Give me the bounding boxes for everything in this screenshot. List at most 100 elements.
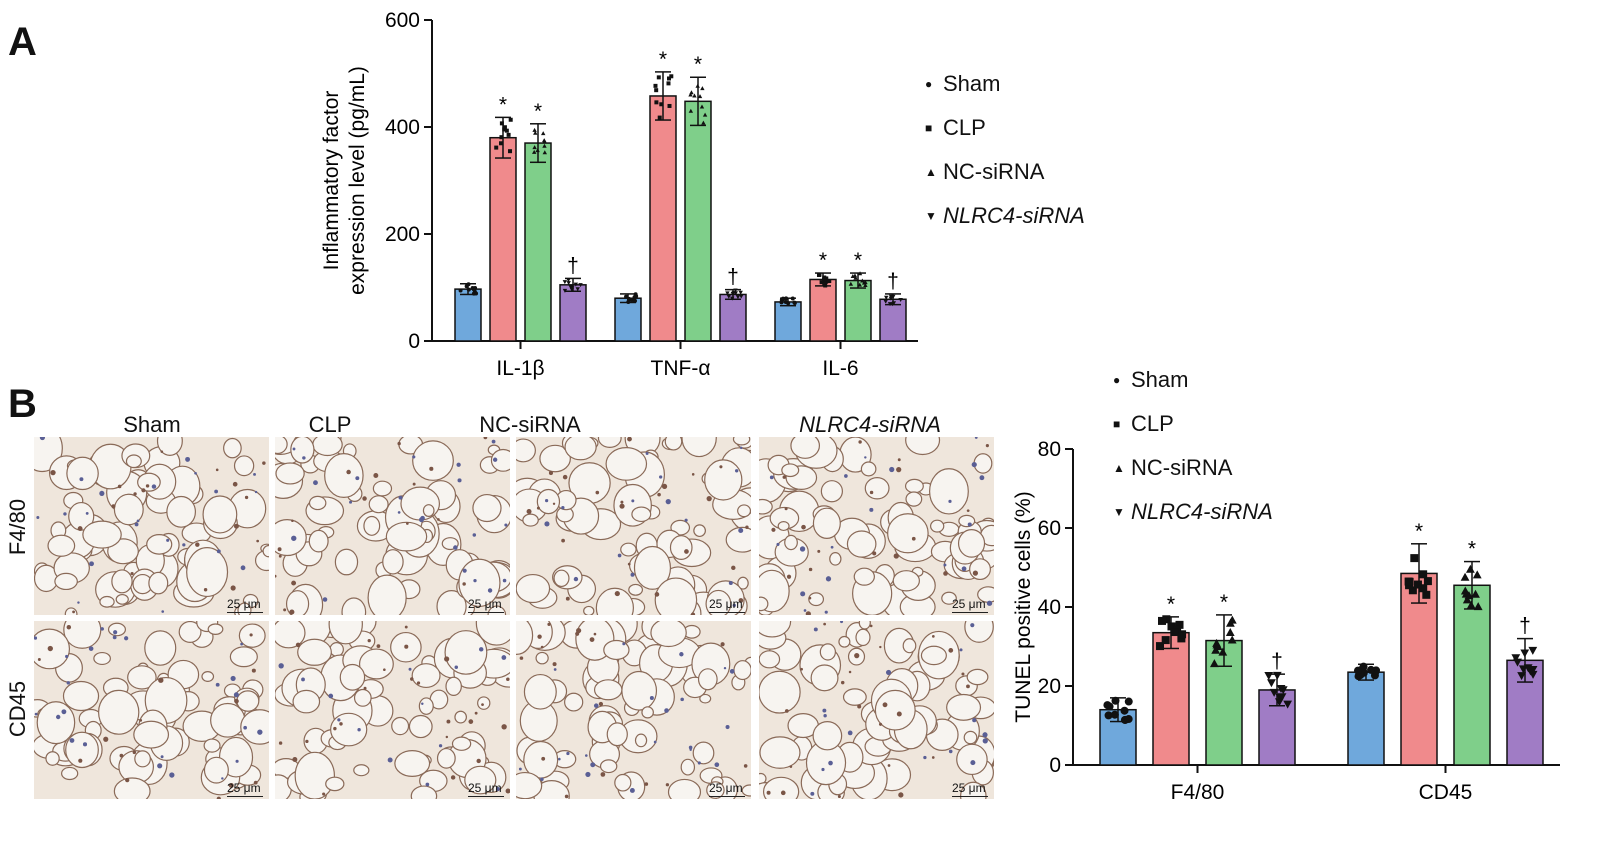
data-point [824,276,829,281]
scale-bar: 25 μm [952,597,988,613]
data-point [535,148,540,153]
bar [844,279,872,342]
legend-item-nc-sirna: ▲ NC-siRNA [1113,446,1273,490]
data-point [542,150,547,155]
data-point [730,296,735,301]
data-point [1264,672,1274,681]
data-point [725,291,730,296]
scale-bar-label: 25 μm [952,597,986,611]
bar [809,278,837,342]
bar [1152,631,1190,766]
y-tick-label: 200 [385,223,420,246]
data-point [1276,685,1286,694]
data-point [697,94,703,99]
data-point [1526,667,1535,676]
legend-label: Sham [1131,367,1189,392]
data-point [458,288,463,293]
scale-bar-label: 25 μm [227,597,261,611]
legend-label: CLP [943,115,986,140]
bar [879,298,907,342]
data-point [1277,693,1287,702]
micrograph-drawing [516,437,751,615]
data-point [689,90,694,95]
bar [649,95,677,342]
scale-bar-line [952,612,988,613]
significance-mark: † [887,270,899,293]
data-point [626,296,631,301]
data-point [464,284,469,289]
data-point [1209,659,1219,668]
data-point [1473,602,1483,611]
micrograph-drawing [275,621,510,799]
data-point [562,280,568,285]
triangle-marker-icon: ▲ [1113,461,1125,475]
data-point [532,127,537,132]
y-tick-label: 80 [1038,438,1061,461]
data-point [659,102,664,107]
x-tick-label: CD45 [1419,781,1473,804]
circle-marker-icon: ● [925,77,933,91]
x-tick-label: TNF-α [651,357,711,380]
data-point [1170,628,1179,637]
significance-mark: * [1220,591,1228,614]
scale-bar: 25 μm [468,781,504,797]
data-point [502,125,507,130]
scale-bar-line [709,612,745,613]
data-point [883,299,889,304]
scale-bar: 25 μm [709,597,745,613]
data-point [739,294,744,299]
data-point [1110,710,1119,719]
data-point [1471,589,1480,598]
data-point [667,76,672,81]
data-point [726,294,732,299]
data-point [1167,622,1176,631]
data-point [735,295,741,300]
data-point [860,278,865,283]
chart-a: 0 200 400 600 Inflammatory factor expression … [320,9,918,380]
significance-mark: * [819,249,827,272]
data-point [790,296,795,301]
significance-mark: † [1271,650,1283,673]
bar [719,293,747,342]
data-point [566,278,571,283]
data-point [1267,679,1276,688]
micrograph-drawing [34,621,269,799]
data-point [1178,630,1187,639]
micrograph-drawing [759,621,994,799]
column-header-sham: Sham [123,412,181,437]
data-point [1410,554,1419,563]
significance-mark: † [567,254,579,277]
data-point [888,296,894,301]
column-header-nlrc4-sirna: NLRC4-siRNA [799,412,941,437]
micrograph-image: 25 μm [516,437,751,615]
data-point [504,128,509,133]
data-point [738,290,743,295]
micrograph-drawing [759,437,994,615]
data-point [533,130,538,135]
data-point [654,88,659,93]
data-point [667,103,672,108]
data-point [857,282,862,287]
chart-b: 0 20 40 60 80 TUNEL positive cells (%) F4/80 * *… [1012,438,1560,804]
data-point [1156,642,1165,651]
data-point [624,294,629,299]
data-point [890,302,895,307]
data-point [542,143,547,148]
data-point [1225,628,1235,637]
x-tick-label: F4/80 [1171,781,1225,804]
data-point [499,135,504,140]
data-point [781,297,786,302]
row-label-cd45: CD45 [5,680,30,738]
y-tick-label: 400 [385,116,420,139]
legend-item-nc-sirna: ▲ NC-siRNA [925,150,1085,194]
data-point [898,298,903,303]
data-point [532,149,537,154]
significance-mark: † [1519,615,1531,638]
bar [454,288,482,342]
bar [774,301,802,342]
y-axis-label: Inflammatory factor [320,91,343,271]
data-point [575,287,580,292]
data-point [1462,595,1472,604]
data-point [816,272,821,277]
